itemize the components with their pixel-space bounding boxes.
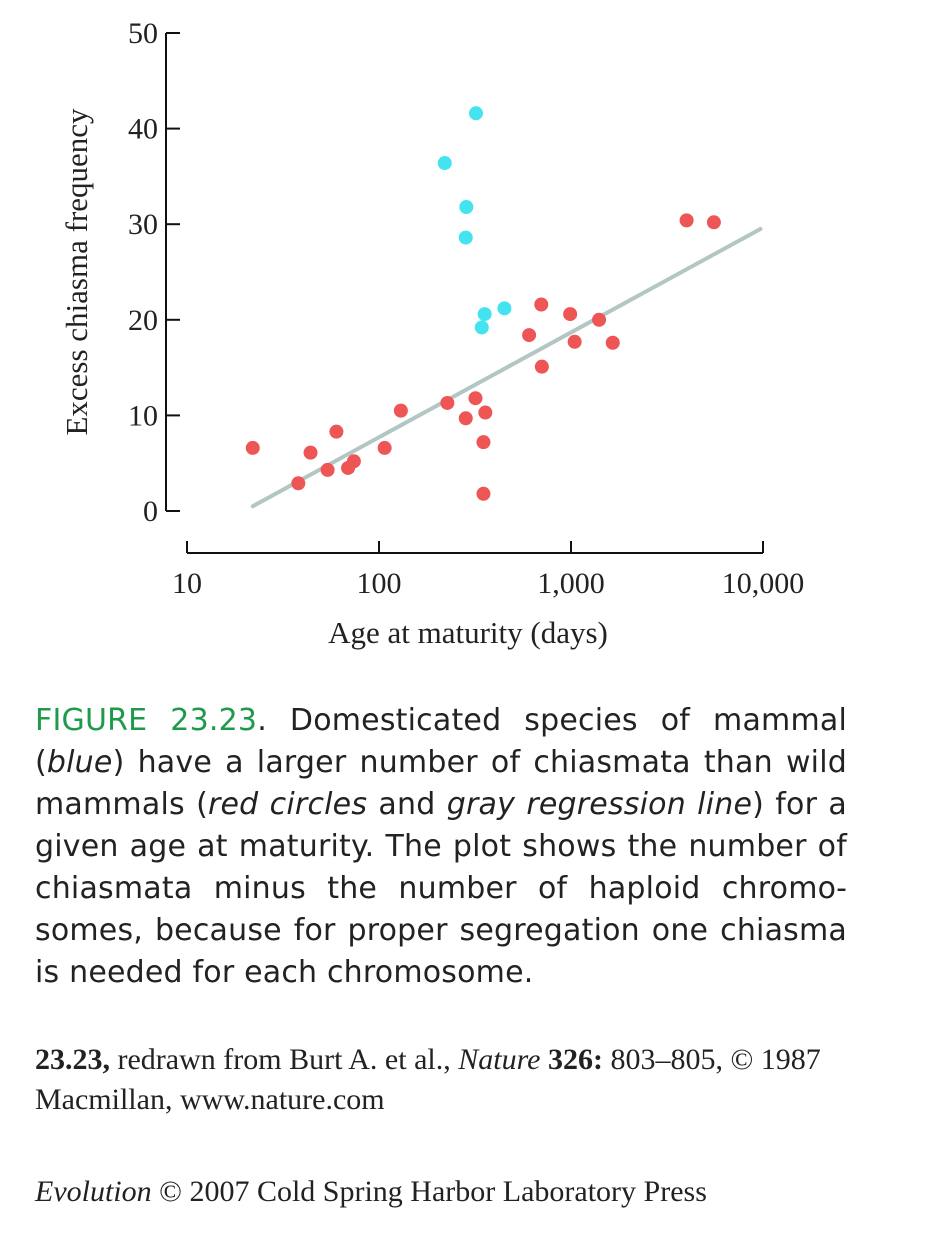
- book-title: Evolution: [35, 1175, 152, 1208]
- wild-mammal-point: [476, 435, 491, 450]
- wild-mammal-point: [476, 486, 491, 501]
- x-tick-label: 1,000: [537, 567, 605, 600]
- figure-caption: FIGURE 23.23. Domesticated species of ma…: [35, 700, 847, 994]
- caption-text-2: ) have a larger number of chiasmata than…: [35, 745, 847, 822]
- publisher-text: © 2007 Cold Spring Harbor Laboratory Pre…: [151, 1175, 707, 1208]
- wild-mammal-point: [534, 297, 549, 312]
- domestic-mammal-point: [497, 301, 512, 316]
- data-points: [245, 106, 721, 501]
- credit-journal: Nature: [458, 1043, 541, 1076]
- wild-mammal-point: [377, 440, 392, 455]
- caption-text-4: ) for a given age at maturity. The plot …: [35, 787, 847, 990]
- credit-text-2: 803–805, © 1987 Macmillan, www.nature.co…: [35, 1043, 821, 1116]
- wild-mammal-point: [393, 403, 408, 418]
- wild-mammal-point: [320, 462, 335, 477]
- caption-text-3: and: [367, 787, 447, 822]
- domestic-mammal-point: [437, 156, 452, 171]
- y-tick-label: 50: [128, 17, 158, 50]
- caption-blue: blue: [46, 745, 113, 780]
- y-axis-ticks: 0 10 20 30 40 50: [128, 17, 180, 528]
- wild-mammal-point: [346, 454, 361, 469]
- figure-credit: 23.23, redrawn from Burt A. et al., Natu…: [35, 1040, 895, 1120]
- wild-mammal-point: [605, 335, 620, 350]
- wild-mammal-point: [329, 424, 344, 439]
- x-axis-ticks: 10 100 1,000 10,000: [172, 541, 804, 600]
- wild-mammal-point: [458, 411, 473, 426]
- domestic-mammal-point: [474, 320, 489, 335]
- figure-label: FIGURE 23.23: [35, 703, 258, 738]
- domestic-mammal-point: [458, 230, 473, 245]
- domestic-mammal-point: [477, 307, 492, 322]
- wild-mammal-point: [567, 334, 582, 349]
- publisher-line: Evolution © 2007 Cold Spring Harbor Labo…: [35, 1172, 895, 1212]
- wild-mammal-point: [706, 215, 721, 230]
- credit-volume: 326:: [540, 1043, 603, 1076]
- domestic-mammal-point: [468, 106, 483, 121]
- scatter-chart: 0 10 20 30 40 50 10 100 1,000 10,000 Excess chia…: [59, 17, 804, 650]
- wild-mammal-point: [468, 391, 483, 406]
- x-tick-label: 100: [357, 567, 402, 600]
- credit-text-1: redrawn from Burt A. et al.,: [110, 1043, 459, 1076]
- caption-gray: gray regression line: [446, 787, 753, 822]
- wild-mammal-point: [291, 476, 306, 491]
- regression-line: [250, 226, 763, 509]
- y-tick-label: 20: [128, 304, 158, 337]
- wild-mammal-point: [522, 328, 537, 343]
- wild-mammal-point: [563, 307, 578, 322]
- y-tick-label: 10: [128, 399, 158, 432]
- y-tick-label: 0: [143, 495, 158, 528]
- caption-text-1: . Domesticated species of mammal (: [35, 703, 847, 780]
- wild-mammal-point: [679, 213, 694, 228]
- x-tick-label: 10: [172, 567, 202, 600]
- wild-mammal-point: [245, 440, 260, 455]
- y-tick-label: 30: [128, 208, 158, 241]
- wild-mammal-point: [440, 395, 455, 410]
- y-tick-label: 40: [128, 113, 158, 146]
- x-axis-label: Age at maturity (days): [328, 615, 608, 650]
- x-tick-label: 10,000: [722, 567, 805, 600]
- wild-mammal-point: [592, 312, 607, 327]
- caption-red: red circles: [207, 787, 368, 822]
- wild-mammal-point: [303, 445, 318, 460]
- wild-mammal-point: [478, 405, 493, 420]
- y-axis-label: Excess chiasma frequency: [59, 108, 94, 436]
- wild-mammal-point: [534, 359, 549, 374]
- credit-fig-ref: 23.23,: [35, 1043, 110, 1076]
- domestic-mammal-point: [459, 199, 474, 214]
